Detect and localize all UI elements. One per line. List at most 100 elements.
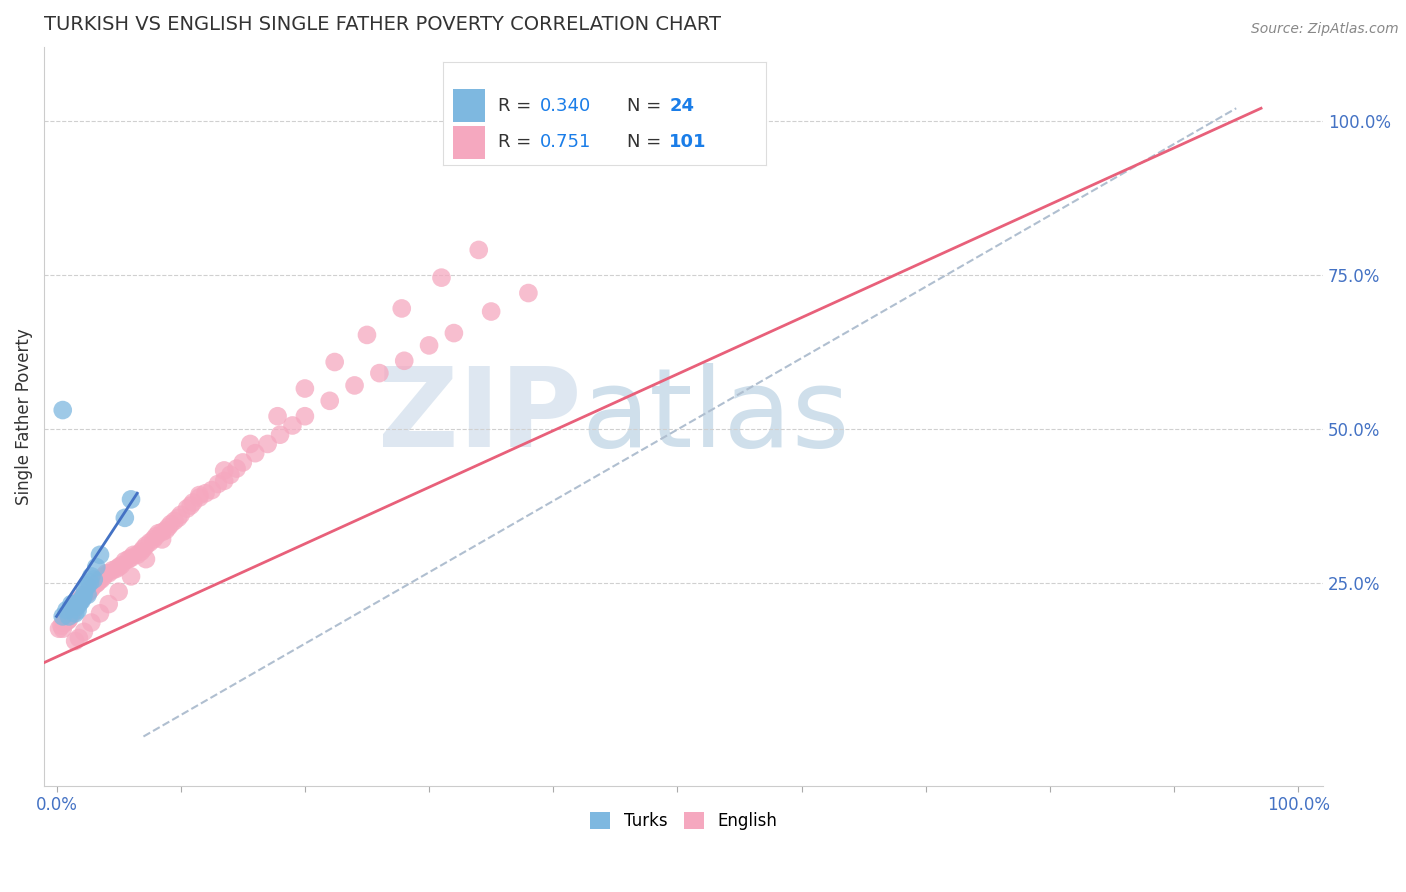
- Point: [58, 609, 80, 624]
- Point: [517, 286, 540, 301]
- Point: [76, 579, 98, 593]
- Point: [73, 588, 96, 602]
- Point: [122, 548, 145, 562]
- Point: [135, 539, 157, 553]
- Point: [256, 437, 278, 451]
- Point: [294, 382, 316, 396]
- Point: [63, 607, 86, 621]
- Point: [59, 609, 82, 624]
- Point: [319, 393, 342, 408]
- Point: [142, 533, 165, 547]
- Point: [368, 366, 391, 380]
- Point: [225, 461, 247, 475]
- Point: [84, 576, 107, 591]
- Point: [69, 594, 91, 608]
- Point: [294, 409, 316, 424]
- Point: [201, 483, 224, 497]
- Point: [323, 355, 346, 369]
- Point: [70, 591, 93, 605]
- Point: [107, 560, 129, 574]
- Point: [73, 624, 96, 639]
- Point: [69, 594, 91, 608]
- Point: [79, 575, 101, 590]
- Point: [145, 529, 167, 543]
- Point: [79, 582, 101, 597]
- Point: [67, 597, 90, 611]
- Point: [77, 584, 100, 599]
- Point: [60, 597, 83, 611]
- Point: [97, 566, 120, 581]
- Point: [60, 607, 83, 621]
- Point: [467, 243, 489, 257]
- Text: N =: N =: [627, 134, 668, 152]
- Text: TURKISH VS ENGLISH SINGLE FATHER POVERTY CORRELATION CHART: TURKISH VS ENGLISH SINGLE FATHER POVERTY…: [44, 15, 721, 34]
- Point: [63, 603, 86, 617]
- Point: [80, 569, 103, 583]
- Point: [181, 495, 204, 509]
- Point: [75, 588, 97, 602]
- Point: [90, 573, 112, 587]
- Point: [67, 594, 90, 608]
- Point: [269, 427, 291, 442]
- Point: [75, 586, 97, 600]
- Point: [176, 501, 198, 516]
- Point: [70, 594, 93, 608]
- Point: [75, 582, 97, 596]
- Point: [76, 588, 98, 602]
- Point: [73, 589, 96, 603]
- Point: [97, 597, 120, 611]
- Point: [52, 609, 75, 624]
- Point: [114, 554, 136, 568]
- Point: [343, 378, 366, 392]
- Point: [72, 591, 94, 605]
- Point: [148, 526, 170, 541]
- Point: [52, 403, 75, 417]
- Point: [110, 558, 132, 573]
- Point: [48, 622, 70, 636]
- Text: 24: 24: [669, 96, 695, 114]
- Point: [159, 516, 181, 531]
- Point: [239, 437, 262, 451]
- Point: [86, 575, 108, 590]
- Point: [72, 591, 94, 605]
- Text: R =: R =: [498, 96, 537, 114]
- Point: [479, 304, 502, 318]
- Point: [51, 618, 73, 632]
- Point: [266, 409, 288, 424]
- Point: [55, 612, 77, 626]
- Point: [63, 634, 86, 648]
- Point: [65, 600, 87, 615]
- Point: [207, 477, 229, 491]
- Point: [93, 569, 115, 583]
- Point: [67, 631, 90, 645]
- Text: Source: ZipAtlas.com: Source: ZipAtlas.com: [1251, 22, 1399, 37]
- Point: [194, 486, 217, 500]
- Point: [52, 622, 75, 636]
- Point: [83, 579, 105, 593]
- Point: [163, 514, 186, 528]
- Text: ZIP: ZIP: [378, 363, 581, 470]
- Point: [127, 548, 149, 562]
- Text: atlas: atlas: [581, 363, 849, 470]
- Point: [55, 603, 77, 617]
- Point: [135, 552, 157, 566]
- Point: [155, 523, 177, 537]
- Point: [53, 615, 76, 630]
- Point: [167, 511, 190, 525]
- Point: [430, 270, 453, 285]
- Point: [150, 533, 173, 547]
- Point: [66, 603, 89, 617]
- Point: [245, 446, 267, 460]
- Point: [281, 418, 304, 433]
- Point: [58, 612, 80, 626]
- Point: [180, 499, 202, 513]
- Point: [80, 582, 103, 596]
- Point: [120, 569, 142, 583]
- Legend: Turks, English: Turks, English: [583, 805, 783, 837]
- Point: [188, 488, 211, 502]
- Point: [117, 552, 139, 566]
- Point: [56, 614, 79, 628]
- Point: [129, 545, 152, 559]
- Point: [62, 607, 84, 621]
- Point: [132, 541, 155, 556]
